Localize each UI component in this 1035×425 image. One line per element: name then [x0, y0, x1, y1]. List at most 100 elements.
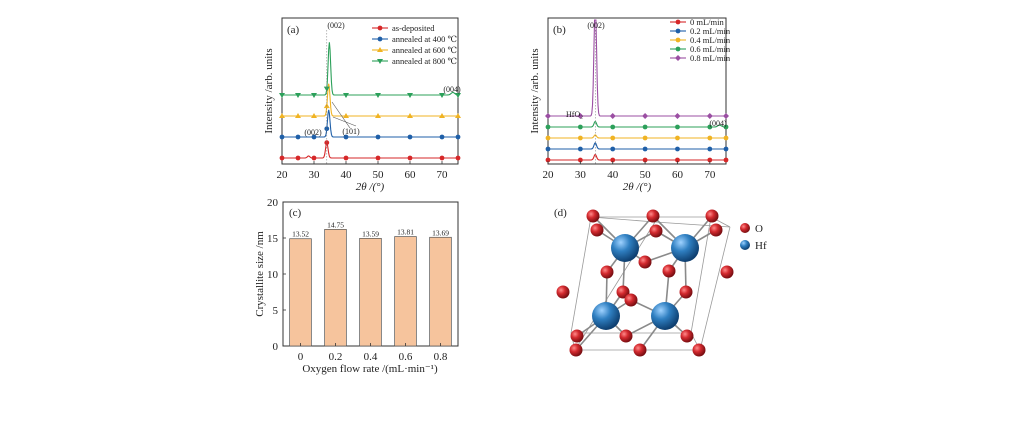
data-point [375, 155, 381, 161]
annotation-leader [332, 116, 357, 127]
axes-frame [547, 17, 727, 165]
legend-marker [675, 19, 681, 25]
annotation-leader [331, 101, 351, 129]
x-axis-label: Oxygen flow rate /(mL·min⁻¹) [302, 363, 438, 375]
data-point [674, 113, 681, 119]
bar [324, 229, 347, 347]
bar [394, 236, 417, 347]
data-point [407, 134, 413, 140]
annotation-101: (101) [342, 127, 360, 136]
data-point [455, 92, 461, 98]
cell-edge [590, 216, 656, 223]
data-point [707, 146, 713, 152]
legend-label-hf: Hf [755, 240, 767, 252]
x-tick-label: 60 [672, 169, 684, 181]
x-tick-label: 60 [405, 169, 417, 181]
y-tick-label: 20 [267, 197, 279, 209]
data-label: 13.81 [397, 228, 414, 237]
data-point [295, 155, 301, 161]
data-point [707, 157, 713, 163]
data-label: 13.52 [292, 230, 309, 239]
y-tick-label: 10 [267, 269, 279, 281]
oxygen-atom [662, 264, 676, 278]
oxygen-atom [692, 343, 706, 357]
x-tick-label: 0.2 [329, 351, 343, 363]
legend-marker [675, 55, 681, 61]
legend-marker [377, 25, 383, 31]
oxygen-atom [624, 293, 638, 307]
x-tick-label: 40 [607, 169, 619, 181]
x-axis-label: 2θ /(°) [623, 181, 652, 193]
data-point [642, 124, 648, 130]
data-point [311, 113, 317, 118]
oxygen-atom [638, 255, 652, 269]
data-point [343, 134, 349, 140]
hafnium-atom [592, 302, 620, 330]
data-point [610, 157, 616, 163]
data-point [439, 134, 445, 140]
structure-legend: O Hf [740, 223, 767, 252]
x-tick-label: 0.4 [364, 351, 378, 363]
data-point [311, 134, 317, 140]
data-point [279, 155, 285, 161]
oxygen-atom [679, 285, 693, 299]
data-label: 14.75 [327, 220, 344, 229]
annotation-002-low: (002) [304, 128, 322, 137]
cell-edge [690, 216, 712, 334]
panel-a: (a) 20 30 40 50 60 70 2θ /(°) Intensity /arb.… [263, 17, 461, 193]
legend-label-o: O [755, 223, 763, 235]
legend-label: annealed at 800 ℃ [392, 56, 457, 66]
cell-edge [699, 226, 731, 351]
series-line [548, 120, 727, 128]
panel-label: (a) [287, 24, 300, 36]
data-point [642, 135, 648, 141]
bar [289, 238, 312, 347]
data-point [545, 124, 551, 130]
data-point [343, 93, 349, 98]
data-label: 13.69 [432, 228, 449, 237]
legend-marker [675, 37, 681, 43]
legend-marker [377, 59, 383, 64]
data-point [610, 146, 616, 152]
data-point [577, 124, 583, 130]
data-point [407, 93, 413, 98]
x-ticks: 20 30 40 50 60 70 [277, 161, 448, 181]
x-tick-label: 40 [341, 169, 353, 181]
panel-label: (b) [553, 24, 566, 36]
hafnium-swatch [740, 240, 750, 250]
oxygen-atom [569, 343, 583, 357]
x-tick-label: 20 [277, 169, 289, 181]
series-line [282, 42, 459, 96]
x-tick-label: 50 [640, 169, 652, 181]
data-point [545, 157, 551, 163]
data-point [642, 157, 648, 163]
series-line [548, 141, 726, 150]
y-axis-label: Intensity /arb. units [263, 48, 275, 133]
data-point [439, 155, 445, 161]
data-point [675, 135, 680, 141]
data-point [375, 113, 381, 118]
y-tick-label: 5 [273, 305, 279, 317]
data-point [455, 155, 461, 161]
oxygen-atom [720, 265, 734, 279]
data-point [675, 146, 680, 152]
data-point [723, 124, 729, 130]
axes-frame [281, 17, 459, 165]
x-tick-label: 70 [704, 169, 716, 181]
data-point [675, 124, 680, 130]
data-point [642, 146, 648, 152]
panel-label: (d) [554, 207, 567, 219]
data-point [311, 155, 317, 161]
oxygen-atom [590, 223, 604, 237]
data-point [324, 126, 330, 132]
x-tick-label: 0.6 [399, 351, 413, 363]
data-point [706, 113, 713, 119]
series-layer [545, 19, 729, 164]
data-point [609, 113, 616, 119]
data-point [577, 157, 583, 163]
series-line [282, 109, 458, 138]
panel-b: (b) 20 30 40 50 60 70 2θ /(°) Intensity /arb.… [529, 17, 731, 193]
oxygen-atom [649, 224, 663, 238]
